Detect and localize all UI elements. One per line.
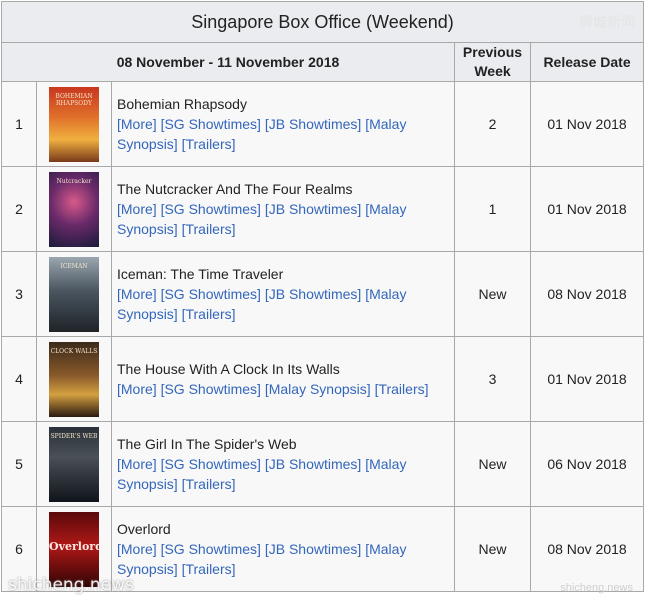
table-row: 5 SPIDER'S WEB The Girl In The Spider's We…	[1, 421, 645, 507]
release-date-cell: 08 Nov 2018	[529, 251, 645, 337]
poster-title: BOHEMIAN RHAPSODY	[55, 92, 93, 107]
movie-poster[interactable]: Nutcracker	[49, 171, 99, 247]
film-cell: Overlord [More] [SG Showtimes] [JB Showti…	[111, 506, 455, 592]
film-link[interactable]: [More]	[117, 201, 157, 217]
film-cell: The Nutcracker And The Four Realms [More]…	[111, 166, 455, 252]
movie-poster[interactable]: ICEMAN	[49, 256, 99, 332]
table-row: 4 CLOCK WALLS The House With A Clock In It…	[1, 336, 645, 422]
table-row: 1 BOHEMIAN RHAPSODY Bohemian Rhapsody [More…	[1, 81, 645, 167]
film-link[interactable]: [Malay Synopsis]	[117, 456, 407, 492]
rank-cell: 1	[1, 81, 37, 167]
film-links: [More] [SG Showtimes] [JB Showtimes] [Ma…	[117, 541, 406, 577]
film-links: [More] [SG Showtimes] [JB Showtimes] [Ma…	[117, 116, 406, 152]
release-date-cell: 01 Nov 2018	[529, 336, 645, 422]
film-cell: Bohemian Rhapsody [More] [SG Showtimes] […	[111, 81, 455, 167]
poster-cell: CLOCK WALLS	[36, 336, 112, 422]
film-links: [More] [SG Showtimes] [Malay Synopsis] […	[117, 381, 429, 397]
film-link[interactable]: [JB Showtimes]	[264, 541, 362, 557]
film-link[interactable]: [SG Showtimes]	[160, 116, 261, 132]
film-link[interactable]: [JB Showtimes]	[264, 286, 362, 302]
poster-title: SPIDER'S WEB	[50, 432, 98, 440]
poster-title: ICEMAN	[60, 262, 88, 270]
table-row: 6 Overlord Overlord [More] [SG Showtimes] […	[1, 506, 645, 592]
previous-week-cell: New	[454, 506, 531, 592]
rank-cell: 2	[1, 166, 37, 252]
previous-week-cell: 1	[454, 166, 531, 252]
poster-cell: Overlord	[36, 506, 112, 592]
film-link[interactable]: [More]	[117, 541, 157, 557]
rank-cell: 4	[1, 336, 37, 422]
release-date-header: Release Date	[529, 42, 645, 82]
film-links: [More] [SG Showtimes] [JB Showtimes] [Ma…	[117, 456, 406, 492]
poster-title: Nutcracker	[56, 177, 92, 185]
movie-poster[interactable]: CLOCK WALLS	[49, 341, 99, 417]
table-title: Singapore Box Office (Weekend)	[191, 11, 454, 32]
film-cell: The Girl In The Spider's Web [More] [SG S…	[111, 421, 455, 507]
film-link[interactable]: [More]	[117, 116, 157, 132]
film-link[interactable]: [Trailers]	[181, 561, 236, 577]
film-link[interactable]: [Malay Synopsis]	[117, 116, 407, 152]
previous-week-cell: 3	[454, 336, 531, 422]
film-title: Bohemian Rhapsody	[117, 96, 247, 112]
release-date-cell: 01 Nov 2018	[529, 81, 645, 167]
poster-cell: BOHEMIAN RHAPSODY	[36, 81, 112, 167]
film-link[interactable]: [More]	[117, 286, 157, 302]
film-title: The Nutcracker And The Four Realms	[117, 181, 353, 197]
film-link[interactable]: [Trailers]	[374, 381, 429, 397]
date-range-header: 08 November - 11 November 2018	[1, 42, 455, 82]
release-date-cell: 08 Nov 2018	[529, 506, 645, 592]
film-link[interactable]: [SG Showtimes]	[160, 456, 261, 472]
film-cell: The House With A Clock In Its Walls [More…	[111, 336, 455, 422]
film-cell: Iceman: The Time Traveler [More] [SG Show…	[111, 251, 455, 337]
film-link[interactable]: [SG Showtimes]	[160, 201, 261, 217]
rank-cell: 3	[1, 251, 37, 337]
poster-cell: ICEMAN	[36, 251, 112, 337]
table-row: 2 Nutcracker The Nutcracker And The Four R…	[1, 166, 645, 252]
film-title: Iceman: The Time Traveler	[117, 266, 284, 282]
film-link[interactable]: [SG Showtimes]	[160, 381, 261, 397]
film-link[interactable]: [Trailers]	[181, 476, 236, 492]
previous-week-cell: New	[454, 421, 531, 507]
movie-poster[interactable]: Overlord	[49, 511, 99, 587]
film-link[interactable]: [Malay Synopsis]	[117, 541, 407, 577]
table-row: 3 ICEMAN Iceman: The Time Traveler [More] […	[1, 251, 645, 337]
film-title: Overlord	[117, 521, 171, 537]
movie-poster[interactable]: SPIDER'S WEB	[49, 426, 99, 502]
poster-cell: SPIDER'S WEB	[36, 421, 112, 507]
film-link[interactable]: [Malay Synopsis]	[264, 381, 371, 397]
previous-week-cell: New	[454, 251, 531, 337]
release-date-cell: 01 Nov 2018	[529, 166, 645, 252]
film-links: [More] [SG Showtimes] [JB Showtimes] [Ma…	[117, 201, 406, 237]
film-link[interactable]: [JB Showtimes]	[264, 456, 362, 472]
previous-week-cell: 2	[454, 81, 531, 167]
film-link[interactable]: [Trailers]	[181, 221, 236, 237]
film-link[interactable]: [Malay Synopsis]	[117, 286, 407, 322]
rank-cell: 5	[1, 421, 37, 507]
watermark-bottom-right: shicheng.news	[560, 582, 633, 594]
film-link[interactable]: [Malay Synopsis]	[117, 201, 407, 237]
film-link[interactable]: [SG Showtimes]	[160, 541, 261, 557]
film-title: The Girl In The Spider's Web	[117, 436, 297, 452]
poster-cell: Nutcracker	[36, 166, 112, 252]
film-link[interactable]: [JB Showtimes]	[264, 116, 362, 132]
film-title: The House With A Clock In Its Walls	[117, 361, 340, 377]
film-link[interactable]: [Trailers]	[181, 136, 236, 152]
film-links: [More] [SG Showtimes] [JB Showtimes] [Ma…	[117, 286, 406, 322]
film-link[interactable]: [Trailers]	[181, 306, 236, 322]
movie-poster[interactable]: BOHEMIAN RHAPSODY	[49, 86, 99, 162]
film-link[interactable]: [SG Showtimes]	[160, 286, 261, 302]
watermark-bottom-left: shicheng.news	[8, 575, 134, 595]
table-title-cell: Singapore Box Office (Weekend) 狮城新闻	[0, 1, 645, 43]
previous-week-header: Previous Week	[454, 42, 531, 82]
film-link[interactable]: [JB Showtimes]	[264, 201, 362, 217]
watermark-top-right: 狮城新闻	[579, 15, 636, 31]
film-link[interactable]: [More]	[117, 381, 157, 397]
film-link[interactable]: [More]	[117, 456, 157, 472]
poster-title: CLOCK WALLS	[50, 347, 98, 355]
poster-title: Overlord	[49, 539, 99, 553]
release-date-cell: 06 Nov 2018	[529, 421, 645, 507]
